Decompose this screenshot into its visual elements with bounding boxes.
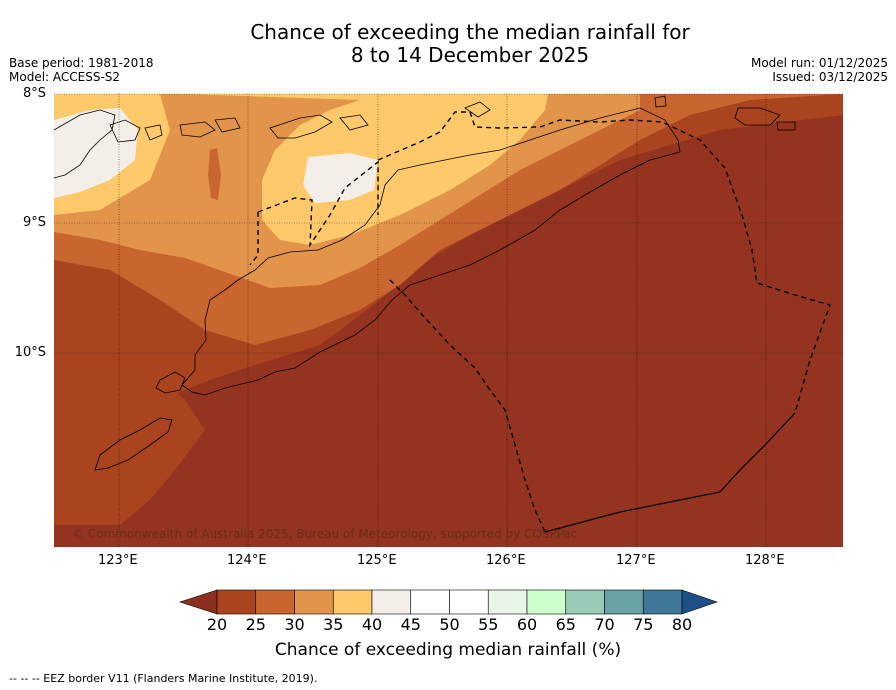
eez-footnote: -- -- -- EEZ border V11 (Flanders Marine… bbox=[9, 672, 318, 685]
colorbar-tick-label: 35 bbox=[323, 615, 344, 634]
issued-date: Issued: 03/12/2025 bbox=[772, 70, 888, 84]
title-line2: 8 to 14 December 2025 bbox=[350, 43, 590, 67]
colorbar-title: Chance of exceeding median rainfall (%) bbox=[274, 640, 622, 660]
band-45-50-east bbox=[303, 153, 378, 203]
colorbar-tick-label: 65 bbox=[555, 615, 576, 634]
lat-tick-label: 8°S bbox=[22, 86, 46, 101]
band-40-45 bbox=[54, 94, 548, 245]
coastline-south bbox=[544, 412, 796, 533]
colorbar-tick-label: 60 bbox=[516, 615, 538, 634]
band-30-35-patch bbox=[208, 148, 221, 200]
colorbar-tick-label: 45 bbox=[400, 615, 421, 634]
colorbar-tick-label: 55 bbox=[478, 615, 499, 634]
colorbar-tick-label: 50 bbox=[439, 615, 460, 634]
lon-tick-label: 123°E bbox=[98, 553, 138, 568]
colorbar-tick-label: 25 bbox=[245, 615, 266, 634]
model-run: Model run: 01/12/2025 bbox=[750, 56, 888, 70]
colorbar-tick-label: 70 bbox=[594, 615, 615, 634]
eez-border bbox=[249, 111, 831, 533]
lon-tick-label: 124°E bbox=[227, 553, 267, 568]
copyright-text: © Commonwealth of Australia 2025, Bureau… bbox=[72, 527, 577, 541]
base-period: Base period: 1981-2018 bbox=[9, 56, 154, 70]
lon-tick-label: 126°E bbox=[486, 553, 526, 568]
colorbar-tick-label: 30 bbox=[284, 615, 305, 634]
model-name: Model: ACCESS-S2 bbox=[9, 70, 121, 84]
colorbar-tick-label: 75 bbox=[633, 615, 654, 634]
gridlines bbox=[54, 93, 843, 547]
colorbar-tick-label: 80 bbox=[671, 615, 693, 634]
lat-tick-label: 9°S bbox=[22, 215, 46, 230]
lon-tick-label: 127°E bbox=[616, 553, 656, 568]
coastlines bbox=[53, 95, 796, 471]
lat-tick-label: 10°S bbox=[14, 345, 46, 360]
colorbar-tick-label: 20 bbox=[206, 615, 228, 634]
band-45-50-west bbox=[54, 108, 138, 198]
colorbar-tick-label: 40 bbox=[361, 615, 383, 634]
lon-tick-label: 128°E bbox=[745, 553, 785, 568]
title-line1: Chance of exceeding the median rainfall … bbox=[250, 20, 690, 44]
lon-tick-label: 125°E bbox=[357, 553, 397, 568]
